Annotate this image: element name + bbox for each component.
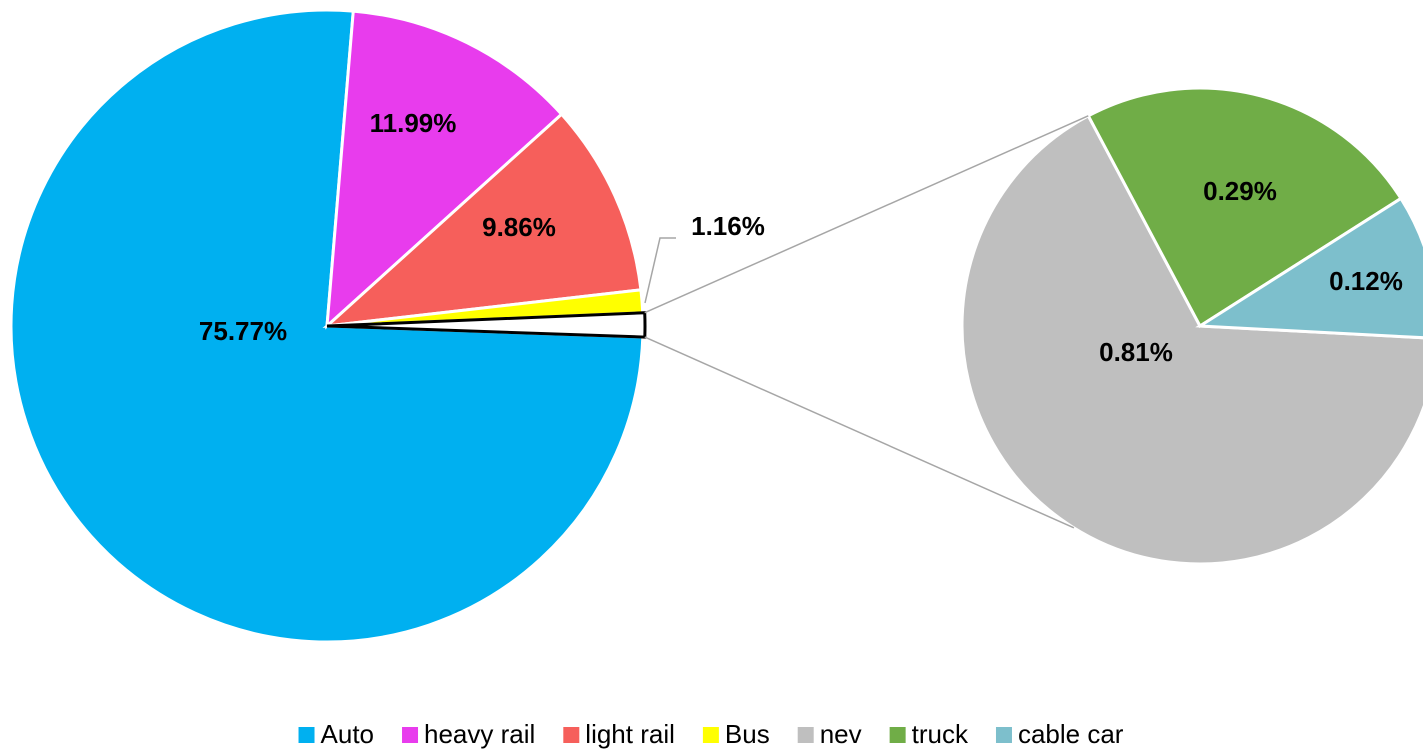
pie-slice <box>322 112 643 329</box>
legend-label: nev <box>820 719 862 749</box>
data-label: 0.29% <box>1203 176 1277 206</box>
legend-swatch <box>402 727 419 743</box>
legend-swatch <box>889 727 906 743</box>
pie-slice-other <box>326 311 647 339</box>
legend-label: light rail <box>585 719 675 749</box>
legend-label: cable car <box>1018 719 1124 749</box>
legend-label: heavy rail <box>424 719 535 749</box>
pie-slice <box>1195 196 1423 340</box>
legend-swatch <box>298 727 315 743</box>
data-label: 0.81% <box>1099 337 1173 367</box>
legend-swatch <box>797 727 814 743</box>
legend-swatch <box>995 727 1012 743</box>
legend-label: Bus <box>725 719 770 749</box>
connector-line <box>644 115 1089 314</box>
pie-slice <box>1086 86 1404 329</box>
legend-label: truck <box>912 719 969 749</box>
data-label: 9.86% <box>482 212 556 242</box>
legend-swatch <box>563 727 580 743</box>
legend-swatch <box>702 727 719 743</box>
legend-label: Auto <box>321 719 375 749</box>
data-label: 11.99% <box>370 108 457 138</box>
leader-line <box>644 237 676 304</box>
data-label: 75.77% <box>199 316 287 346</box>
data-label: 1.16% <box>691 211 765 241</box>
connector-line <box>644 336 1075 529</box>
pie-slice <box>325 9 564 330</box>
data-label: 0.12% <box>1329 266 1403 296</box>
